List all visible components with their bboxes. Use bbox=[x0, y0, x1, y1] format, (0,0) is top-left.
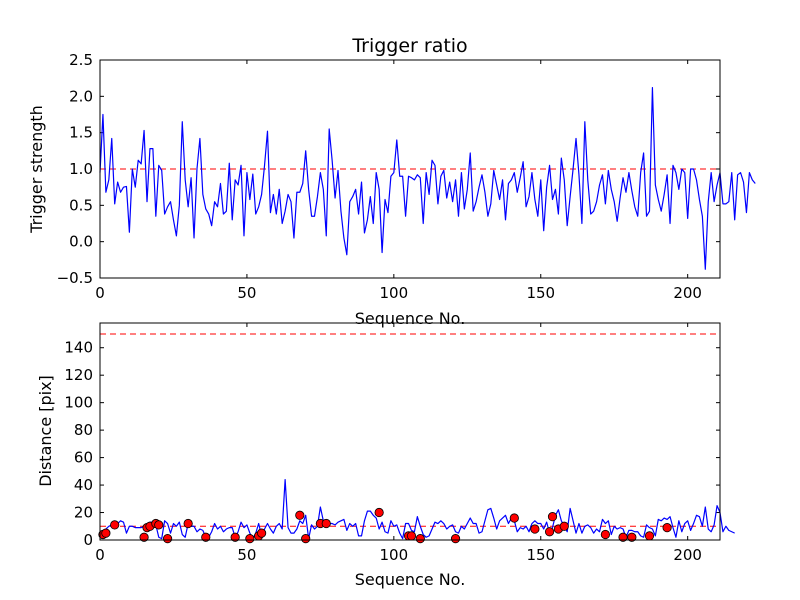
data-point-marker bbox=[600, 529, 611, 540]
x-tick-label: 0 bbox=[95, 284, 105, 302]
y-tick-label: 60 bbox=[74, 449, 93, 467]
data-point-marker bbox=[530, 524, 540, 534]
data-point-marker bbox=[257, 528, 267, 538]
x-axis-label: Sequence No. bbox=[355, 570, 466, 589]
chart-title: Trigger ratio bbox=[351, 35, 467, 57]
x-tick-label: 150 bbox=[526, 546, 555, 564]
distance-chart: 0 50 100 150 200 0 20 40 60 80 100 120 140 Sequence … bbox=[36, 322, 735, 589]
data-point-marker bbox=[245, 534, 255, 544]
data-point-marker bbox=[618, 532, 628, 542]
y-tick-label: 120 bbox=[64, 366, 93, 384]
y-tick-label: 0.5 bbox=[69, 196, 93, 214]
x-tick-label: 150 bbox=[526, 284, 555, 302]
data-point-marker bbox=[374, 507, 384, 518]
data-point-marker bbox=[544, 527, 555, 537]
data-point-marker bbox=[201, 532, 211, 542]
data-point-marker bbox=[139, 532, 149, 542]
data-point-marker bbox=[301, 534, 311, 544]
x-tick-label: 50 bbox=[237, 546, 256, 564]
data-point-marker bbox=[183, 518, 193, 529]
data-point-marker bbox=[230, 532, 240, 542]
x-axis-label: Sequence No. bbox=[355, 309, 466, 328]
y-tick-label: 0.0 bbox=[69, 233, 93, 251]
y-tick-label: 1.5 bbox=[69, 124, 93, 142]
y-tick-label: 80 bbox=[74, 421, 93, 439]
data-point-marker bbox=[627, 532, 637, 542]
data-point-marker bbox=[450, 534, 461, 544]
data-point-marker bbox=[415, 534, 425, 544]
plot-frame bbox=[99, 322, 721, 541]
data-point-marker bbox=[110, 520, 120, 530]
data-point-marker bbox=[406, 531, 417, 541]
data-point-marker bbox=[321, 518, 331, 529]
y-axis-label: Trigger strength bbox=[27, 105, 46, 234]
y-tick-label: 20 bbox=[74, 504, 93, 522]
y-tick-label: 40 bbox=[74, 476, 93, 494]
trigger-ratio-chart: Trigger ratio 0 50 100 150 200 −0.5 0.0 0.5 1.0 1… bbox=[27, 35, 756, 328]
data-point-marker bbox=[509, 513, 519, 523]
data-point-marker bbox=[559, 521, 569, 531]
y-tick-label: 140 bbox=[64, 339, 93, 357]
data-point-marker bbox=[154, 520, 164, 530]
data-point-marker bbox=[662, 523, 672, 533]
y-tick-label: 2.5 bbox=[69, 51, 93, 69]
x-tick-label: 0 bbox=[95, 546, 105, 564]
data-point-marker bbox=[295, 510, 305, 520]
x-tick-label: 100 bbox=[380, 284, 409, 302]
x-tick-label: 200 bbox=[673, 546, 702, 564]
data-point-marker bbox=[162, 534, 173, 544]
plot-frame bbox=[99, 59, 721, 279]
y-tick-label: 1.0 bbox=[69, 160, 93, 178]
y-axis-label: Distance [pix] bbox=[36, 375, 55, 487]
y-tick-label: 2.0 bbox=[69, 87, 93, 105]
data-point-marker bbox=[644, 531, 655, 541]
data-point-marker bbox=[101, 528, 111, 538]
x-tick-label: 50 bbox=[237, 284, 256, 302]
series-line bbox=[99, 87, 756, 270]
y-tick-label: −0.5 bbox=[57, 269, 93, 287]
x-tick-label: 100 bbox=[380, 546, 409, 564]
y-tick-label: 100 bbox=[64, 394, 93, 412]
x-tick-label: 200 bbox=[673, 284, 702, 302]
y-tick-label: 0 bbox=[83, 531, 93, 549]
data-point-marker bbox=[547, 512, 558, 522]
